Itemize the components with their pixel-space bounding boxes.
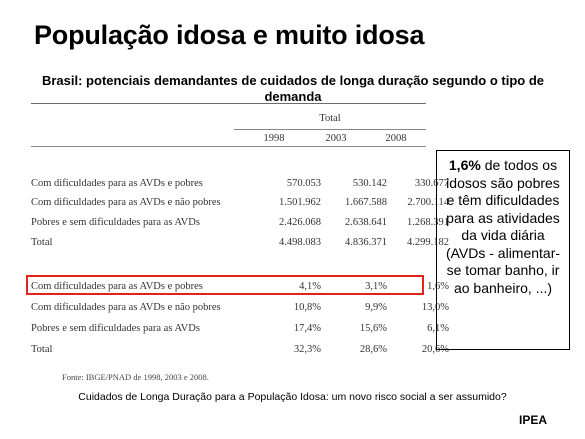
cell-value: 1.268.391 [407, 217, 449, 228]
callout-box: 1,6% de todos os idosos são pobres e têm… [436, 150, 570, 350]
row-label: Com dificuldades para as AVDs e pobres [31, 281, 203, 292]
callout-text: de todos os idosos são pobres e têm difi… [445, 157, 561, 296]
row-label: Com dificuldades para as AVDs e não pobr… [31, 197, 221, 208]
cell-value: 4.498.083 [279, 237, 321, 248]
row-label: Com dificuldades para as AVDs e pobres [31, 178, 203, 189]
callout-highlight: 1,6% [448, 157, 481, 173]
cell-value: 2.700.114 [407, 197, 449, 208]
year-header-2008: 2008 [385, 133, 407, 144]
cell-value: 6,1% [427, 323, 449, 334]
slide-title: População idosa e muito idosa [34, 20, 425, 50]
cell-value: 1.667.588 [345, 197, 387, 208]
cell-value: 32,3% [293, 344, 321, 355]
table-row-total: Total 4.498.083 4.836.371 4.299.182 [31, 237, 449, 253]
cell-value: 28,6% [359, 344, 387, 355]
row-label: Total [31, 344, 53, 355]
cell-value: 10,8% [293, 302, 321, 313]
cell-value: 4.299.182 [407, 237, 449, 248]
year-header-2003: 2003 [325, 133, 347, 144]
row-label: Total [31, 237, 53, 248]
cell-value: 1,6% [427, 281, 449, 292]
table-header-rule [31, 146, 426, 147]
year-header-1998: 1998 [263, 133, 285, 144]
cell-value: 20,6% [421, 344, 449, 355]
cell-value: 530.142 [352, 178, 387, 189]
cell-value: 4,1% [299, 281, 321, 292]
table-row: Pobres e sem dificuldades para as AVDs 2… [31, 217, 449, 233]
cell-value: 570.053 [286, 178, 321, 189]
table-source-note: Fonte: IBGE/PNAD de 1998, 2003 e 2008. [62, 372, 209, 382]
cell-value: 2.638.641 [345, 217, 387, 228]
cell-value: 4.836.371 [345, 237, 387, 248]
footer-org-logo-text: IPEA [518, 413, 547, 427]
row-label: Com dificuldades para as AVDs e não pobr… [31, 302, 221, 313]
cell-value: 17,4% [293, 323, 321, 334]
table-subtitle: Brasil: potenciais demandantes de cuidad… [41, 73, 545, 104]
cell-value: 13,0% [421, 302, 449, 313]
table-row-total: Total 32,3% 28,6% 20,6% [31, 344, 449, 360]
row-label: Pobres e sem dificuldades para as AVDs [31, 323, 200, 334]
row-label: Pobres e sem dificuldades para as AVDs [31, 217, 200, 228]
cell-value: 3,1% [365, 281, 387, 292]
table-row: Com dificuldades para as AVDs e não pobr… [31, 302, 449, 318]
cell-value: 15,6% [359, 323, 387, 334]
cell-value: 2.426.068 [279, 217, 321, 228]
cell-value: 330.677 [414, 178, 449, 189]
table-row: Com dificuldades para as AVDs e pobres 5… [31, 178, 449, 194]
highlight-box [26, 275, 424, 295]
table-row-highlighted: Com dificuldades para as AVDs e pobres 4… [31, 281, 449, 297]
total-group-header: Total [319, 113, 341, 124]
cell-value: 9,9% [365, 302, 387, 313]
total-group-rule [234, 129, 426, 130]
footer-caption: Cuidados de Longa Duração para a Populaç… [78, 391, 507, 403]
table-row: Com dificuldades para as AVDs e não pobr… [31, 197, 449, 213]
table-top-rule [31, 103, 426, 104]
table-row: Pobres e sem dificuldades para as AVDs 1… [31, 323, 449, 339]
cell-value: 1.501.962 [279, 197, 321, 208]
